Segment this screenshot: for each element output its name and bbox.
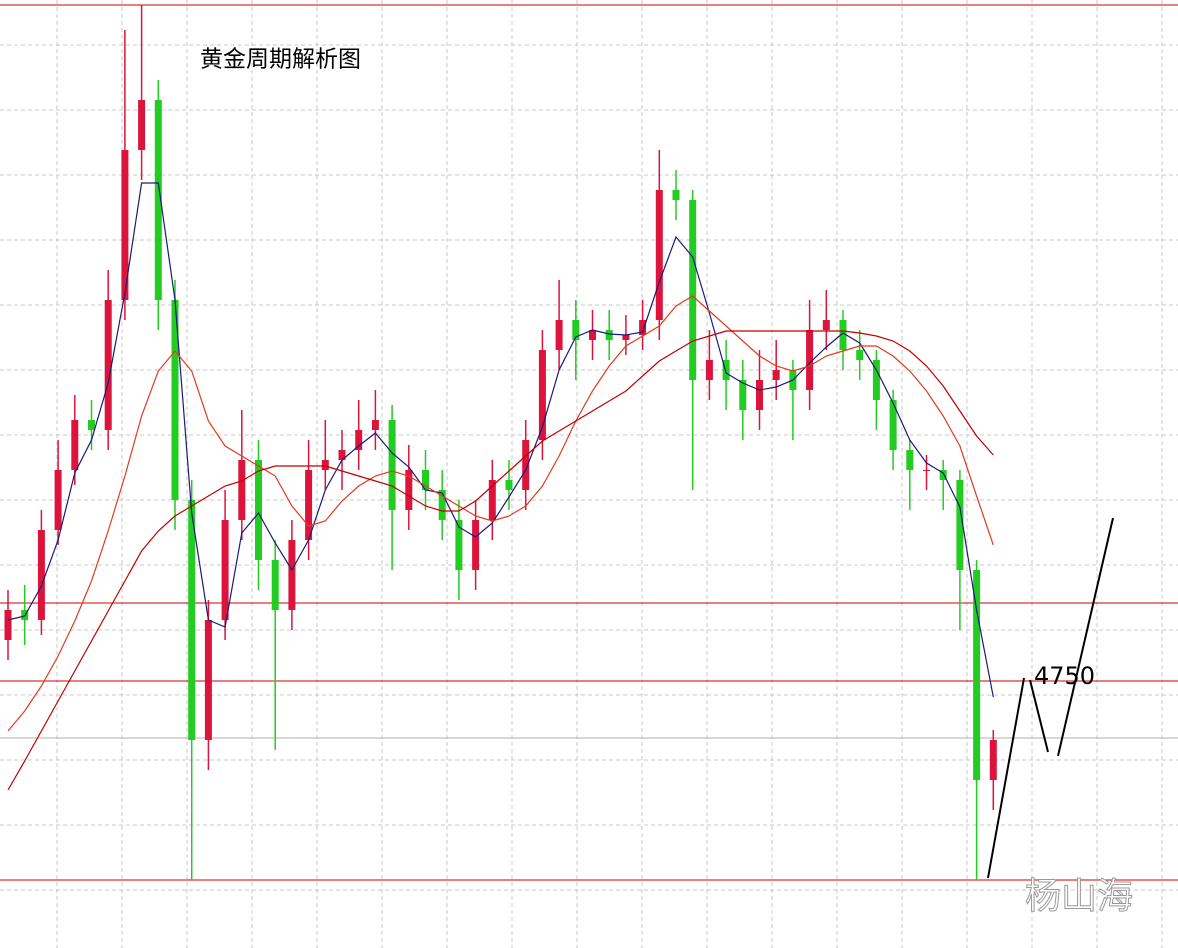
ma-line xyxy=(7,182,994,698)
candle-body xyxy=(889,400,897,450)
candle-body xyxy=(655,190,663,320)
candle-body xyxy=(639,320,647,335)
candle-body xyxy=(872,360,880,400)
candle-body xyxy=(405,470,413,510)
candle-body xyxy=(906,450,914,470)
watermark: 杨山海 xyxy=(1025,876,1133,917)
candle-body xyxy=(355,430,363,450)
candle-body xyxy=(255,460,262,560)
candle-body xyxy=(488,480,496,520)
candle-body xyxy=(71,420,79,470)
candle-body xyxy=(956,480,964,570)
candle-body xyxy=(856,350,864,360)
candle-body xyxy=(756,380,763,410)
level-label: 4750 xyxy=(1034,662,1095,690)
candle-body xyxy=(689,200,697,380)
projection-line xyxy=(1057,517,1114,757)
ma-line xyxy=(7,295,994,732)
candle-body xyxy=(54,470,62,530)
candle-body xyxy=(338,450,346,460)
candle-body xyxy=(622,335,630,340)
candle-body xyxy=(154,100,162,300)
candle-body xyxy=(989,740,997,780)
candle-body xyxy=(839,320,847,350)
candle-body xyxy=(204,620,212,740)
candle-body xyxy=(672,190,680,200)
candle-body xyxy=(505,480,513,490)
candle-body xyxy=(739,380,747,410)
candle-body xyxy=(171,300,179,500)
candle-body xyxy=(371,420,379,430)
candle-body xyxy=(438,490,446,520)
candle-body xyxy=(37,530,45,620)
plot xyxy=(0,4,1178,881)
candle-body xyxy=(589,330,596,340)
candle-body xyxy=(722,360,730,380)
candle-body xyxy=(422,470,429,490)
ma-line xyxy=(7,330,994,791)
candle-body xyxy=(522,440,530,490)
candle-body xyxy=(605,330,613,340)
candle-body xyxy=(321,460,329,470)
candle-body xyxy=(455,520,463,570)
candle-body xyxy=(288,540,296,610)
projection-line xyxy=(987,677,1025,879)
candle-body xyxy=(271,560,279,610)
candle-body xyxy=(121,150,129,300)
candle-body xyxy=(939,470,947,480)
candle-body xyxy=(138,100,146,150)
candle-body xyxy=(88,420,95,430)
chart-title: 黄金周期解析图 xyxy=(200,47,361,73)
candle-body xyxy=(188,500,196,740)
candle-body xyxy=(104,300,112,430)
candle-body xyxy=(923,470,930,471)
candle-body xyxy=(538,350,546,440)
candle-body xyxy=(705,360,713,380)
candle-body xyxy=(572,320,580,340)
projection-line xyxy=(1029,679,1049,753)
candle-body xyxy=(305,470,313,540)
candle-body xyxy=(221,520,229,620)
projection xyxy=(987,517,1114,879)
candle-body xyxy=(388,420,396,510)
candle-body xyxy=(822,320,830,330)
candle-body xyxy=(973,570,981,780)
candle-body xyxy=(4,610,12,640)
candle-body xyxy=(806,330,814,390)
candle-body xyxy=(555,320,563,350)
candle-body xyxy=(238,460,246,520)
candle-body xyxy=(772,370,780,380)
candle-body xyxy=(472,520,480,570)
